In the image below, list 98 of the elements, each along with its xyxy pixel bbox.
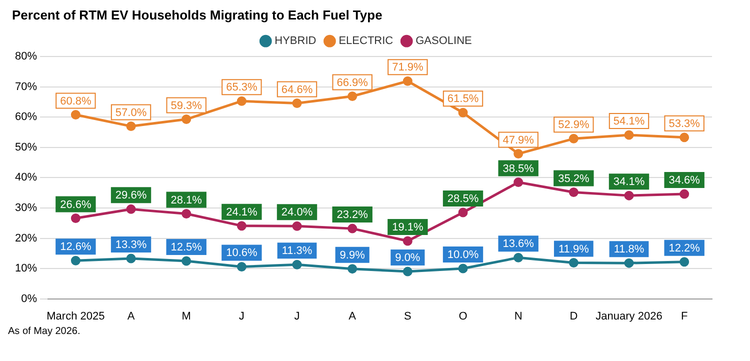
data-label: 11.9% <box>558 243 590 256</box>
y-tick-label: 10% <box>14 262 38 275</box>
data-label: 35.2% <box>558 172 590 185</box>
data-label: 38.5% <box>502 162 534 175</box>
y-tick-label: 50% <box>14 141 38 154</box>
x-tick-label: N <box>514 310 522 322</box>
data-label: 52.9% <box>558 119 590 132</box>
y-tick-label: 20% <box>14 232 38 244</box>
data-label: 34.1% <box>613 176 645 188</box>
x-tick-label: A <box>348 310 357 322</box>
point <box>680 257 690 267</box>
data-label: 34.6% <box>668 174 700 187</box>
point <box>70 256 80 266</box>
point <box>292 98 302 108</box>
point <box>70 110 80 120</box>
data-label: 65.3% <box>226 82 258 94</box>
x-tick-label: S <box>404 310 412 322</box>
point <box>292 260 302 270</box>
point <box>126 254 136 264</box>
point <box>680 132 690 142</box>
y-tick-label: 60% <box>14 111 38 124</box>
point <box>624 130 634 140</box>
x-tick-label: D <box>570 310 578 322</box>
data-label: 19.1% <box>392 222 424 234</box>
data-label: 28.1% <box>170 194 202 206</box>
point <box>402 266 412 276</box>
point <box>568 258 578 268</box>
point <box>624 258 634 268</box>
x-tick-label: O <box>458 310 468 322</box>
point <box>348 264 358 274</box>
point <box>514 252 524 262</box>
x-tick-label: March 2025 <box>46 310 105 322</box>
data-label: 53.3% <box>668 118 700 130</box>
data-label: 9.9% <box>340 249 366 262</box>
data-label: 10.6% <box>226 247 258 260</box>
data-label: 11.3% <box>282 245 312 258</box>
data-label: 54.1% <box>613 116 645 128</box>
point <box>680 189 690 199</box>
point <box>236 262 246 272</box>
legend-label: ELECTRIC <box>338 35 394 48</box>
data-label: 24.0% <box>281 206 313 219</box>
data-label: 29.6% <box>115 190 147 202</box>
data-label: 66.9% <box>336 76 368 89</box>
legend-label: HYBRID <box>274 35 316 48</box>
point <box>182 114 192 124</box>
y-tick-label: 80% <box>14 50 38 63</box>
point <box>182 256 192 266</box>
data-label: 12.6% <box>60 241 92 254</box>
point <box>126 121 136 131</box>
data-label: 24.1% <box>226 206 258 218</box>
y-tick-label: 70% <box>14 80 38 93</box>
x-tick-label: J <box>238 310 244 322</box>
point <box>236 96 246 106</box>
x-tick-label: F <box>680 310 688 322</box>
point <box>514 177 524 187</box>
point <box>568 134 578 144</box>
data-label: 47.9% <box>502 134 534 146</box>
data-label: 12.2% <box>668 242 700 254</box>
data-label: 13.6% <box>502 238 534 250</box>
data-label: 57.0% <box>115 106 147 119</box>
point <box>402 236 412 246</box>
point <box>348 224 358 234</box>
legend-label: GASOLINE <box>416 35 472 48</box>
point <box>514 149 524 159</box>
x-tick-label: M <box>182 310 191 322</box>
data-label: 64.6% <box>281 84 313 96</box>
point <box>182 208 192 218</box>
point <box>126 204 136 214</box>
data-label: 59.3% <box>170 100 202 112</box>
data-label: 9.0% <box>395 252 420 264</box>
chart-title: Percent of RTM EV Households Migrating to Each Fuel Type <box>12 7 382 22</box>
y-tick-label: 40% <box>14 172 38 184</box>
point <box>568 187 578 197</box>
data-label: 23.2% <box>336 209 368 222</box>
y-tick-label: 0% <box>21 292 38 305</box>
point <box>624 190 634 200</box>
data-label: 13.3% <box>115 239 147 252</box>
data-label: 60.8% <box>60 95 92 108</box>
point <box>458 108 468 118</box>
point <box>458 208 468 218</box>
x-tick-label: January 2026 <box>596 310 662 322</box>
point <box>458 264 468 274</box>
data-label: 61.5% <box>447 93 479 106</box>
data-label: 10.0% <box>447 249 479 262</box>
data-label: 71.9% <box>392 62 424 74</box>
point <box>348 92 358 102</box>
y-tick-label: 30% <box>14 202 38 214</box>
point <box>292 221 302 231</box>
data-label: 12.5% <box>170 241 202 254</box>
point <box>236 221 246 231</box>
x-tick-label: J <box>294 310 300 322</box>
point <box>70 214 80 224</box>
point <box>402 76 412 86</box>
data-label: 28.5% <box>447 193 479 206</box>
x-tick-label: A <box>127 310 136 322</box>
text: As of May 2026. <box>8 326 82 338</box>
data-label: 11.8% <box>614 244 644 256</box>
data-label: 26.6% <box>60 198 92 211</box>
